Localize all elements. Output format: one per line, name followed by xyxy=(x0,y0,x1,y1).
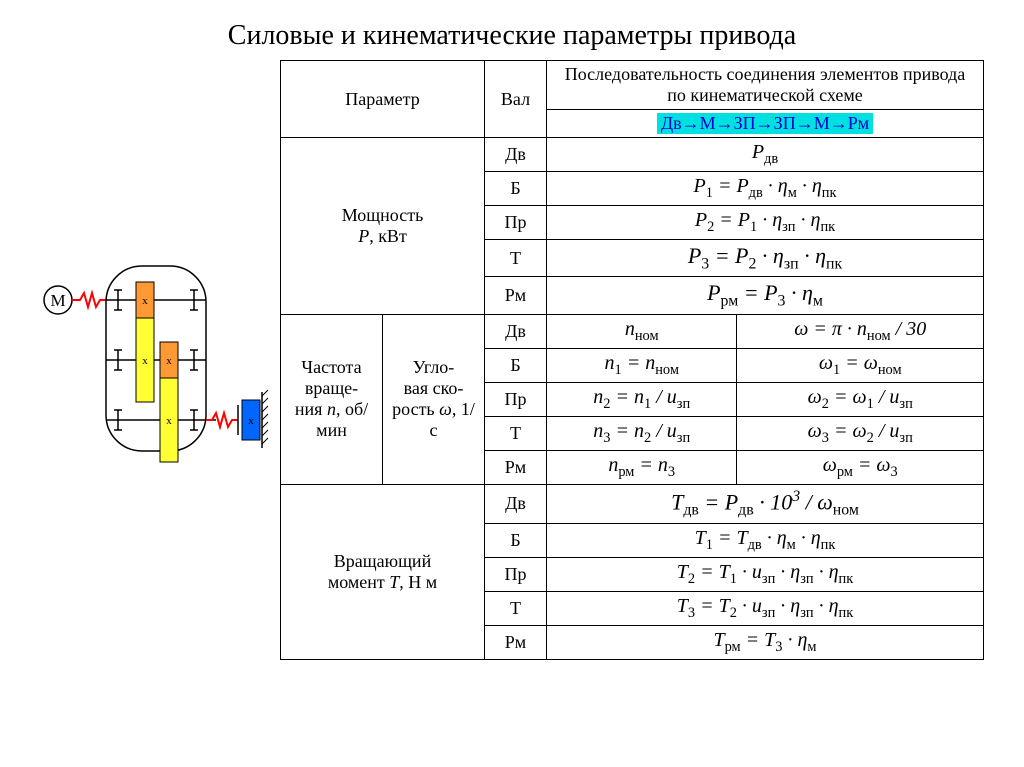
kinematic-diagram: М x x x xyxy=(40,60,280,480)
shaft-rm-3: Рм xyxy=(485,625,547,659)
shaft-t: Т xyxy=(485,240,547,277)
formula-p2: P2 = P1 · ηзп · ηпк xyxy=(547,206,984,240)
formula-n-nom: nном xyxy=(547,314,737,348)
formula-w1: ω1 = ωном xyxy=(737,348,984,382)
shaft-dv-2: Дв xyxy=(485,314,547,348)
svg-text:М: М xyxy=(50,291,65,310)
svg-text:x: x xyxy=(142,295,148,307)
shaft-pr: Пр xyxy=(485,206,547,240)
formula-t-dv: Tдв = Pдв · 103 / ωном xyxy=(547,484,984,523)
shaft-dv-3: Дв xyxy=(485,484,547,523)
formula-w2: ω2 = ω1 / uзп xyxy=(737,382,984,416)
shaft-b-2: Б xyxy=(485,348,547,382)
shaft-rm-2: Рм xyxy=(485,450,547,484)
formula-p3: P3 = P2 · ηзп · ηпк xyxy=(547,240,984,277)
formula-nrm: nрм = n3 xyxy=(547,450,737,484)
header-sequence: Последовательность соединения элементов … xyxy=(547,61,984,110)
formula-wrm: ωрм = ω3 xyxy=(737,450,984,484)
shaft-b-3: Б xyxy=(485,523,547,557)
shaft-dv: Дв xyxy=(485,138,547,172)
section-speed-n: Частота враще-ния n, об/мин xyxy=(281,314,383,484)
formula-n1: n1 = nном xyxy=(547,348,737,382)
formula-w3: ω3 = ω2 / uзп xyxy=(737,416,984,450)
formula-prm: Pрм = P3 · ηм xyxy=(547,277,984,314)
section-power: МощностьP, кВт xyxy=(281,138,485,315)
header-chain: Дв→М→ЗП→ЗП→М→Рм xyxy=(547,110,984,138)
formula-n3: n3 = n2 / uзп xyxy=(547,416,737,450)
header-shaft: Вал xyxy=(485,61,547,138)
formula-p1: P1 = Pдв · ηм · ηпк xyxy=(547,172,984,206)
shaft-t-3: Т xyxy=(485,591,547,625)
parameters-table: Параметр Вал Последовательность соединен… xyxy=(280,60,984,660)
formula-w-nom: ω = π · nном / 30 xyxy=(737,314,984,348)
formula-t2: T2 = T1 · uзп · ηзп · ηпк xyxy=(547,557,984,591)
formula-trm: Tрм = T3 · ηм xyxy=(547,625,984,659)
section-speed-w: Угло-вая ско-рость ω, 1/с xyxy=(383,314,485,484)
svg-text:x: x xyxy=(166,415,172,427)
shaft-pr-3: Пр xyxy=(485,557,547,591)
formula-n2: n2 = n1 / uзп xyxy=(547,382,737,416)
header-param: Параметр xyxy=(281,61,485,138)
svg-text:x: x xyxy=(142,355,148,367)
svg-text:x: x xyxy=(248,415,254,427)
section-torque: Вращающиймомент T, Н м xyxy=(281,484,485,659)
formula-p-dv: Pдв xyxy=(547,138,984,172)
formula-t3: T3 = T2 · uзп · ηзп · ηпк xyxy=(547,591,984,625)
page-title: Силовые и кинематические параметры приво… xyxy=(40,20,984,52)
shaft-pr-2: Пр xyxy=(485,382,547,416)
svg-text:x: x xyxy=(166,355,172,367)
formula-t1: T1 = Tдв · ηм · ηпк xyxy=(547,523,984,557)
shaft-rm: Рм xyxy=(485,277,547,314)
shaft-t-2: Т xyxy=(485,416,547,450)
shaft-b: Б xyxy=(485,172,547,206)
